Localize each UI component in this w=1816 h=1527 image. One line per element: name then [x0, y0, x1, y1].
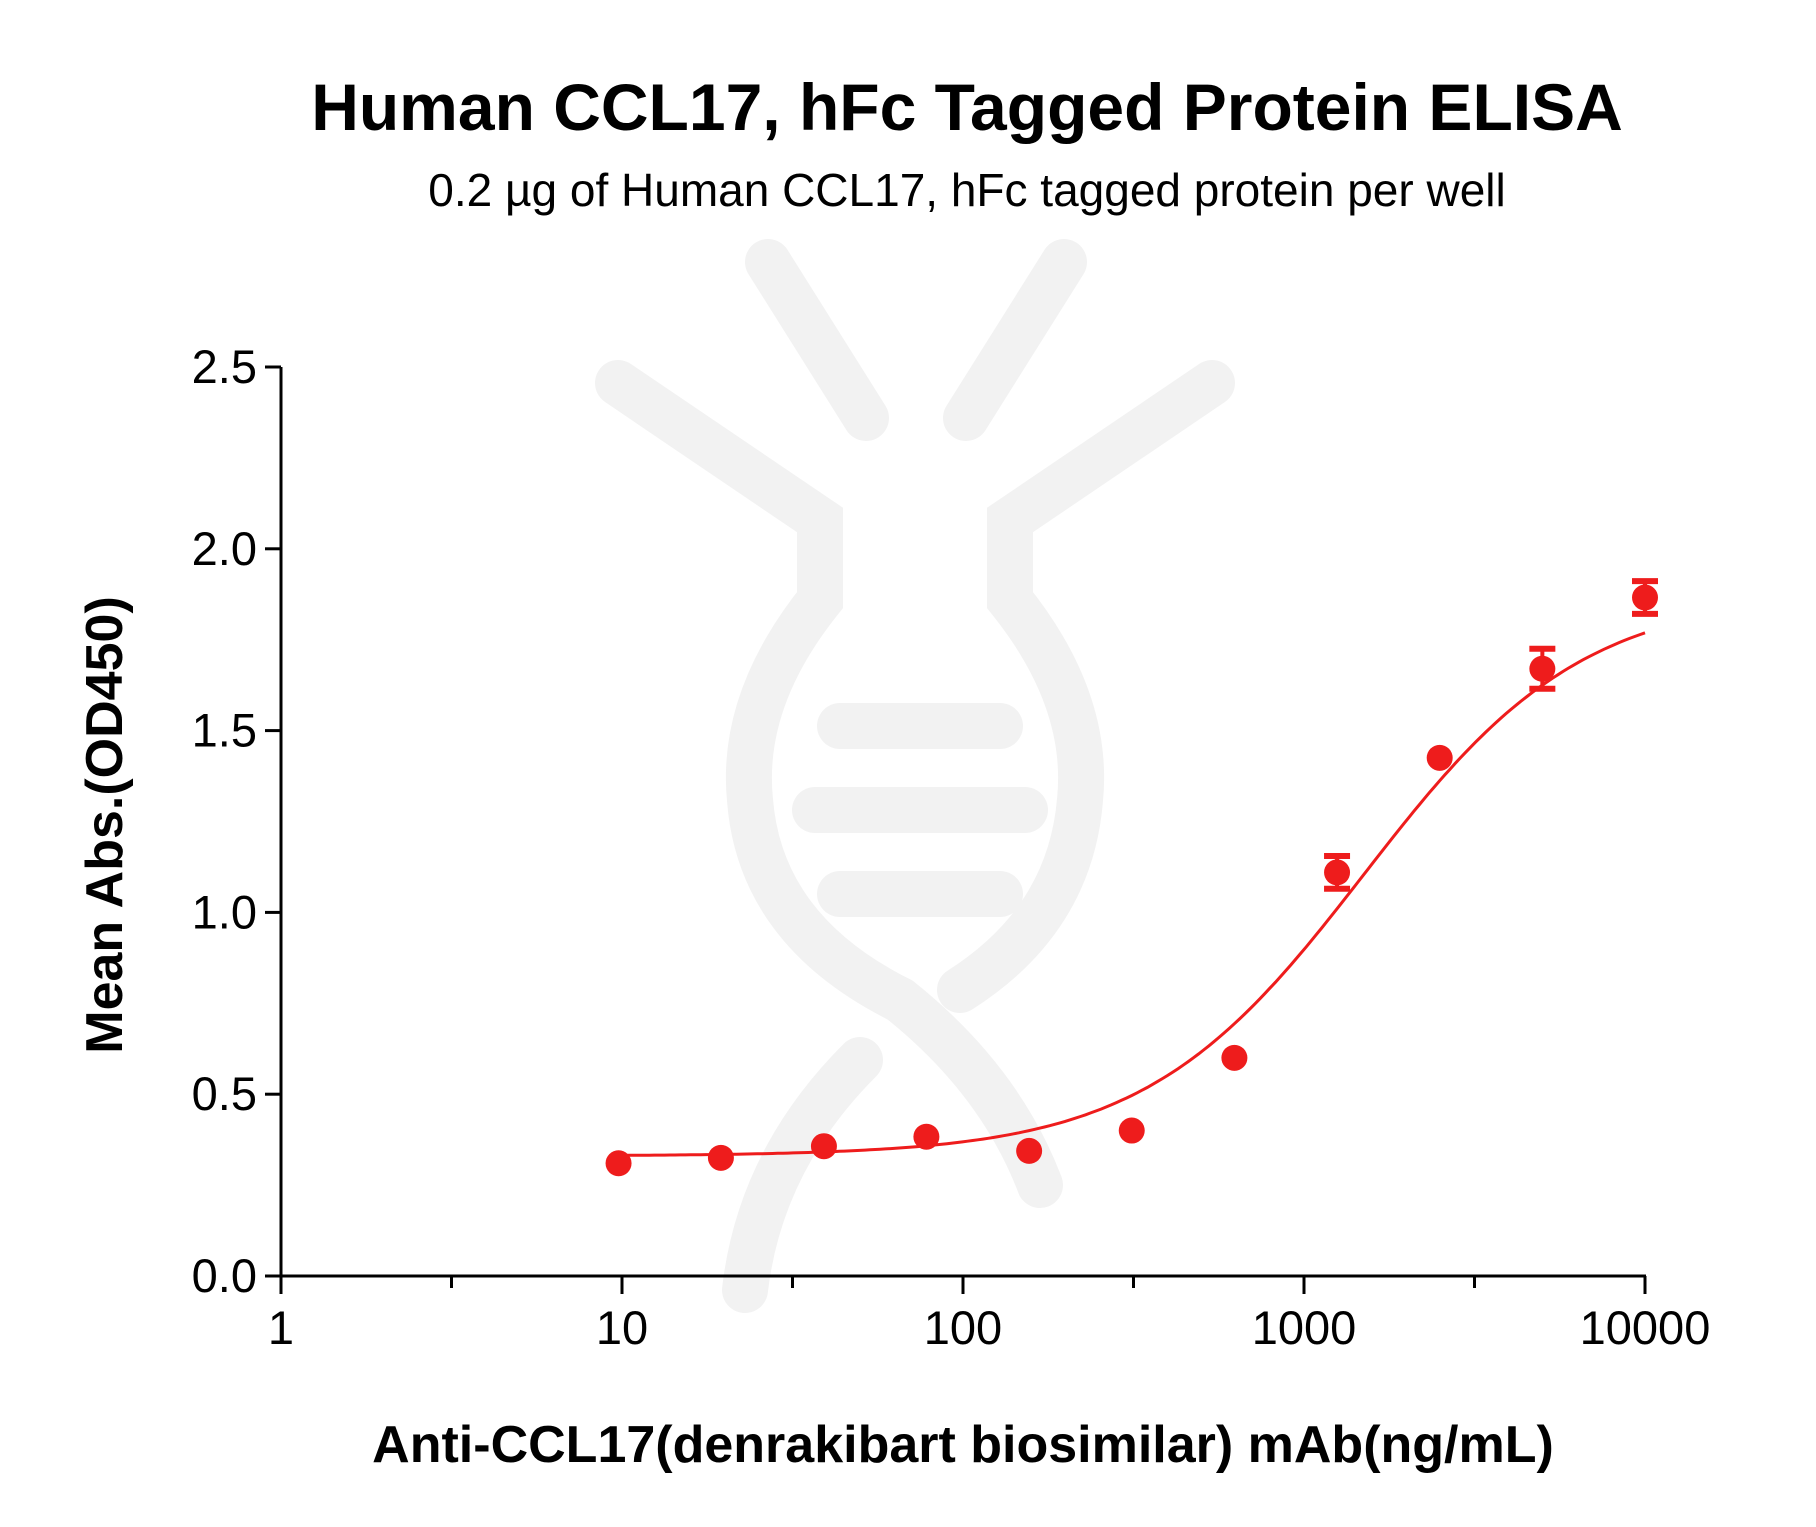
- watermark-logo: [595, 239, 1235, 1313]
- y-tick-label: 2.0: [192, 522, 257, 575]
- chart-title: Human CCL17, hFc Tagged Protein ELISA: [311, 70, 1623, 144]
- x-tick-label: 10: [596, 1301, 648, 1354]
- x-tick-label: 1: [268, 1301, 294, 1354]
- data-point: [605, 1150, 632, 1177]
- data-point: [1221, 1044, 1248, 1071]
- x-tick-label: 10000: [1580, 1301, 1711, 1354]
- y-tick-label: 1.5: [192, 704, 257, 757]
- x-axis-title: Anti-CCL17(denrakibart biosimilar) mAb(n…: [372, 1416, 1554, 1474]
- data-point: [1426, 744, 1453, 771]
- plot-marks: [605, 578, 1658, 1177]
- chart-subtitle: 0.2 µg of Human CCL17, hFc tagged protei…: [428, 164, 1505, 216]
- x-tick-label: 1000: [1252, 1301, 1357, 1354]
- data-point: [1016, 1137, 1043, 1164]
- axes: 0.0 0.5 1.0 1.5 2.0 2.5 1 10 100 1000 10000: [192, 340, 1711, 1354]
- data-point: [913, 1123, 940, 1150]
- data-point: [1529, 655, 1556, 682]
- x-tick-label: 100: [924, 1301, 1002, 1354]
- data-point: [707, 1144, 734, 1171]
- data-point: [1118, 1117, 1145, 1144]
- y-tick-label: 0.5: [192, 1067, 257, 1120]
- y-tick-label: 1.0: [192, 885, 257, 938]
- fit-curve: [618, 631, 1646, 1157]
- y-tick-label: 2.5: [192, 340, 257, 393]
- data-point: [1324, 859, 1351, 886]
- data-point: [1632, 584, 1658, 611]
- y-tick-label: 0.0: [192, 1249, 257, 1302]
- y-axis-title: Mean Abs.(OD450): [76, 596, 134, 1054]
- data-point: [810, 1133, 837, 1160]
